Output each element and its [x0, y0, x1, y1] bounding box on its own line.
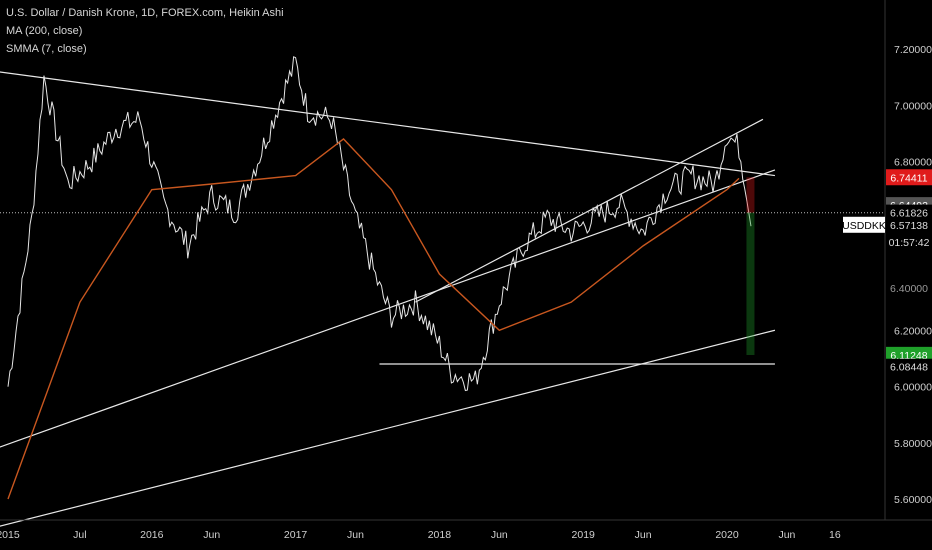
y-axis[interactable]: 7.20000 7.00000 6.80000 6.20000 6.00000 5.800…	[884, 0, 932, 520]
y-tick-label: 7.20000	[894, 44, 932, 56]
y-tick-label: 6.00000	[894, 382, 932, 394]
ma-series[interactable]	[7, 138, 740, 500]
x-tick-label: Jun	[491, 529, 508, 541]
smma-legend[interactable]: SMMA (7, close)	[6, 43, 87, 55]
x-tick-label: Jun	[347, 529, 364, 541]
stop-price-label-bg	[886, 169, 932, 186]
current-price-label: 6.61826	[890, 208, 928, 220]
y-tick-label: 5.80000	[894, 438, 932, 450]
x-tick-label: 2015	[0, 529, 20, 541]
price-series[interactable]	[7, 56, 752, 392]
x-tick-label: Jul	[73, 529, 86, 541]
countdown-label: 01:57:42	[889, 237, 930, 249]
position-boxes	[746, 177, 755, 355]
x-tick-label: 2016	[140, 529, 164, 541]
trendlines	[0, 71, 885, 527]
series-group	[7, 56, 752, 500]
chart-title[interactable]: U.S. Dollar / Danish Krone, 1D, FOREX.co…	[6, 7, 284, 19]
x-axis[interactable]: 2015 Jul 2016 Jun 2017 Jun 2018 Jun 2019 Jun 2020 J…	[0, 519, 932, 541]
upper-descending-line[interactable]	[0, 71, 776, 177]
partial-price-label: 6.40000	[890, 283, 928, 295]
y-tick-label: 6.80000	[894, 157, 932, 169]
x-tick-label: Jun	[635, 529, 652, 541]
current-price-label-bg	[886, 204, 932, 221]
y-tick-label: 6.20000	[894, 325, 932, 337]
stop-price-label: 6.74411	[890, 172, 927, 184]
y-tick-label: 7.00000	[894, 100, 932, 112]
symbol-price-bg	[886, 216, 932, 233]
x-tick-label: 2019	[572, 529, 596, 541]
x-tick-label: Jun	[203, 529, 220, 541]
symbol-badge[interactable]: USDDKK	[842, 220, 886, 232]
target-zone[interactable]	[746, 212, 755, 355]
support-price-label: 6.08448	[890, 362, 928, 374]
x-tick-label: 2020	[715, 529, 739, 541]
x-tick-label: 16	[829, 529, 841, 541]
x-tick-label: Jun	[778, 529, 795, 541]
bottom-support-line[interactable]	[0, 329, 776, 527]
lower-channel-line[interactable]	[0, 169, 776, 448]
symbol-badge-bg	[843, 216, 885, 233]
x-tick-label: 2017	[284, 529, 308, 541]
stop-loss-zone[interactable]	[746, 177, 755, 213]
partial-price-label-bg	[886, 280, 932, 296]
symbol-price-label: 6.57138	[890, 220, 928, 232]
countdown-bg	[886, 233, 932, 250]
support-price-label-bg	[886, 358, 932, 375]
ma-legend[interactable]: MA (200, close)	[6, 25, 83, 37]
price-labels: 6.744116.644926.618266.400006.112486.084…	[842, 169, 932, 375]
upper-channel-line[interactable]	[415, 118, 764, 303]
x-tick-label: 2018	[428, 529, 452, 541]
y-tick-label: 5.60000	[894, 494, 932, 506]
chart-legend: U.S. Dollar / Danish Krone, 1D, FOREX.co…	[6, 4, 284, 58]
